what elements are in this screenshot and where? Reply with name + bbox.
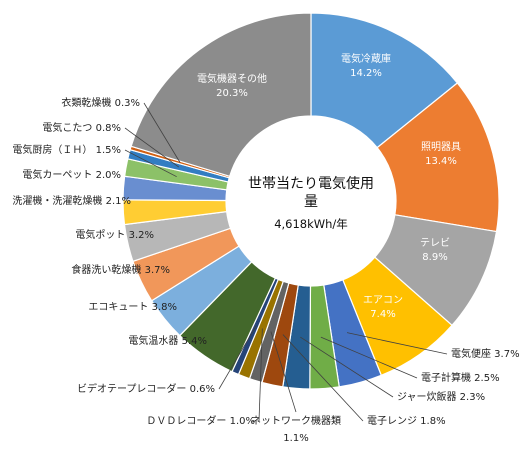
slice-label-name-0: 電気冷蔵庫 bbox=[341, 52, 391, 65]
slice-label-value-20: 20.3% bbox=[216, 88, 248, 99]
slice-label-name-2: テレビ bbox=[420, 237, 450, 249]
slice-label-value-1: 13.4% bbox=[425, 156, 457, 167]
slice-label-name-8: ネットワーク機器類 bbox=[251, 414, 341, 427]
leader-line-10 bbox=[218, 325, 257, 390]
slice-20 bbox=[130, 12, 312, 178]
leader-line-4 bbox=[346, 332, 448, 355]
leader-line-6 bbox=[300, 336, 394, 398]
slice-label-5: 電子計算機 2.5% bbox=[421, 371, 500, 384]
slices-group bbox=[122, 12, 500, 390]
slice-label-value-0: 14.2% bbox=[350, 68, 382, 79]
slice-0 bbox=[310, 12, 459, 149]
slice-label-17: 電気厨房（ＩＨ） 1.5% bbox=[12, 143, 121, 156]
slice-label-13: 食器洗い乾燥機 3.7% bbox=[71, 263, 170, 276]
slice-label-15: 洗濯機・洗濯乾燥機 2.1% bbox=[12, 194, 131, 207]
slice-label-name-3: エアコン bbox=[363, 295, 403, 306]
slice-label-11: 電気温水器 5.4% bbox=[128, 334, 207, 347]
slice-label-name-20: 電気機器その他 bbox=[197, 72, 267, 85]
leader-line-17 bbox=[124, 149, 177, 178]
leader-line-19 bbox=[143, 102, 181, 163]
slice-label-10: ビデオテープレコーダー 0.6% bbox=[77, 382, 215, 395]
slice-label-value-2: 8.9% bbox=[422, 252, 447, 263]
slice-label-value-3: 7.4% bbox=[370, 309, 395, 320]
leader-line-9 bbox=[258, 328, 263, 422]
slice-label-16: 電気カーペット 2.0% bbox=[22, 168, 121, 181]
slice-label-value-8: 1.1% bbox=[283, 433, 308, 444]
slice-label-19: 衣類乾燥機 0.3% bbox=[61, 96, 140, 109]
slice-label-18: 電気こたつ 0.8% bbox=[42, 121, 121, 134]
leader-line-5 bbox=[320, 336, 418, 379]
leader-line-18 bbox=[124, 127, 180, 168]
slice-label-9: ＤＶＤレコーダー 1.0% bbox=[146, 414, 255, 427]
leader-line-7 bbox=[282, 334, 364, 422]
slice-label-14: 電気ポット 3.2% bbox=[75, 228, 154, 241]
labels-group: 電気冷蔵庫 14.2% 照明器具 13.4% テレビ 8.9% エアコン 7.4% 電気便座 3… bbox=[12, 52, 519, 444]
slice-label-4: 電気便座 3.7% bbox=[451, 347, 520, 360]
slice-label-name-1: 照明器具 bbox=[421, 141, 461, 153]
leader-lines-group bbox=[124, 102, 448, 422]
slice-label-6: ジャー炊飯器 2.3% bbox=[397, 390, 485, 403]
slice-label-12: エコキュート 3.8% bbox=[88, 302, 177, 313]
leader-line-8 bbox=[270, 331, 297, 413]
slice-label-7: 電子レンジ 1.8% bbox=[367, 415, 446, 427]
center-title-line-2: 量 bbox=[304, 194, 318, 210]
center-title-line-1: 世帯当たり電気使用 bbox=[248, 175, 374, 192]
center-total: 4,618kWh/年 bbox=[274, 217, 348, 231]
